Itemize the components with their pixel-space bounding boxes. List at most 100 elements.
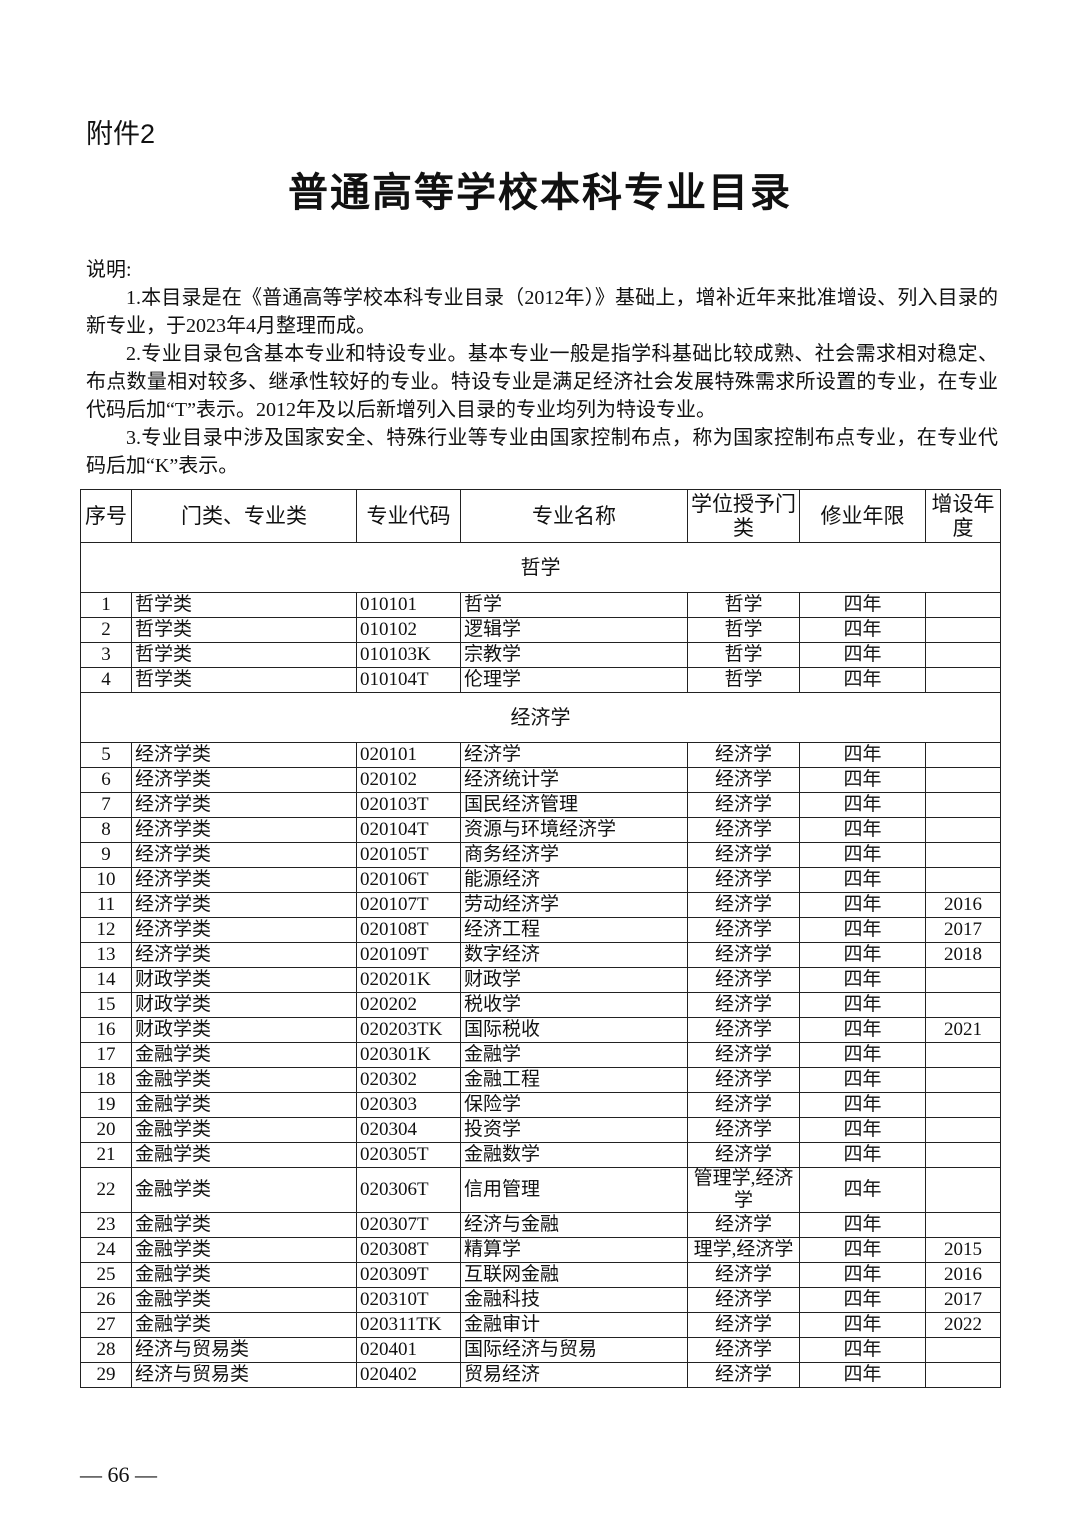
table-cell	[925, 817, 1001, 843]
table-row: 25 金融学类 020309T 互联网金融 经济学 四年 2016	[80, 1262, 1001, 1288]
table-cell: 经济学	[687, 1262, 800, 1288]
table-cell: 财政学	[460, 967, 688, 993]
table-cell: 哲学类	[131, 617, 357, 643]
table-cell: 16	[80, 1017, 132, 1043]
table-cell: 逻辑学	[460, 617, 688, 643]
table-cell: 经济与贸易类	[131, 1337, 357, 1363]
table-cell: 经济学	[687, 1042, 800, 1068]
table-cell: 020108T	[356, 917, 461, 943]
table-row: 26 金融学类 020310T 金融科技 经济学 四年 2017	[80, 1287, 1001, 1313]
table-cell: 哲学	[687, 592, 800, 618]
table-cell: 17	[80, 1042, 132, 1068]
table-cell: 2022	[925, 1312, 1001, 1338]
table-cell: 12	[80, 917, 132, 943]
table-cell: 020303	[356, 1092, 461, 1118]
table-cell: 010103K	[356, 642, 461, 668]
table-cell: 金融审计	[460, 1312, 688, 1338]
table-cell: 金融学类	[131, 1237, 357, 1263]
table-cell: 020203TK	[356, 1017, 461, 1043]
table-cell: 13	[80, 942, 132, 968]
table-cell: 020301K	[356, 1042, 461, 1068]
notes-label: 说明:	[86, 259, 132, 281]
table-cell	[925, 592, 1001, 618]
table-cell: 金融学类	[131, 1212, 357, 1238]
table-cell: 020304	[356, 1117, 461, 1143]
table-row: 1 哲学类 010101 哲学 哲学 四年	[80, 592, 1001, 618]
table-cell: 经济学	[687, 817, 800, 843]
table-cell: 四年	[799, 1262, 926, 1288]
table-cell: 8	[80, 817, 132, 843]
table-cell: 经济学	[687, 1287, 800, 1313]
notes: 说明: 1.本目录是在《普通高等学校本科专业目录（2012年）》基础上，增补近年…	[86, 256, 998, 480]
table-cell	[925, 1042, 1001, 1068]
table-cell: 25	[80, 1262, 132, 1288]
table-cell: 020101	[356, 742, 461, 768]
table-cell: 经济学	[687, 1067, 800, 1093]
table-cell: 经济学	[687, 967, 800, 993]
section-title: 哲学	[80, 542, 1001, 593]
table-cell: 经济学	[687, 742, 800, 768]
table-cell: 投资学	[460, 1117, 688, 1143]
table-row: 16 财政学类 020203TK 国际税收 经济学 四年 2021	[80, 1017, 1001, 1043]
section-row: 哲学	[80, 542, 1001, 593]
table-cell: 经济学类	[131, 942, 357, 968]
table-cell: 国民经济管理	[460, 792, 688, 818]
table-cell: 020109T	[356, 942, 461, 968]
table-cell: 020104T	[356, 817, 461, 843]
table-row: 17 金融学类 020301K 金融学 经济学 四年	[80, 1042, 1001, 1068]
table-row: 6 经济学类 020102 经济统计学 经济学 四年	[80, 767, 1001, 793]
table-cell: 1	[80, 592, 132, 618]
table-cell: 四年	[799, 667, 926, 693]
table-cell: 经济统计学	[460, 767, 688, 793]
table-cell: 28	[80, 1337, 132, 1363]
section-row: 经济学	[80, 692, 1001, 743]
table-cell: 金融工程	[460, 1067, 688, 1093]
table-cell: 四年	[799, 1167, 926, 1213]
table-cell: 四年	[799, 617, 926, 643]
table-cell: 2016	[925, 892, 1001, 918]
table-cell: 税收学	[460, 992, 688, 1018]
page-number: — 66 —	[80, 1462, 157, 1487]
table-row: 21 金融学类 020305T 金融数学 经济学 四年	[80, 1142, 1001, 1168]
header-cell: 门类、专业类	[131, 489, 357, 543]
table-cell: 7	[80, 792, 132, 818]
table-cell: 经济工程	[460, 917, 688, 943]
table-cell	[925, 1212, 1001, 1238]
table-cell: 四年	[799, 1212, 926, 1238]
table-row: 29 经济与贸易类 020402 贸易经济 经济学 四年	[80, 1362, 1001, 1388]
table-cell: 金融学类	[131, 1117, 357, 1143]
table-cell: 哲学	[687, 667, 800, 693]
table-row: 12 经济学类 020108T 经济工程 经济学 四年 2017	[80, 917, 1001, 943]
table-cell: 经济学类	[131, 817, 357, 843]
table-cell: 宗教学	[460, 642, 688, 668]
table-cell: 财政学类	[131, 1017, 357, 1043]
table-cell: 27	[80, 1312, 132, 1338]
table-cell: 经济学类	[131, 917, 357, 943]
table-cell: 四年	[799, 842, 926, 868]
table-cell: 四年	[799, 917, 926, 943]
table-cell: 020105T	[356, 842, 461, 868]
table-cell: 金融科技	[460, 1287, 688, 1313]
table-cell	[925, 1362, 1001, 1388]
table-cell: 020302	[356, 1067, 461, 1093]
header-cell: 修业年限	[799, 489, 926, 543]
table-cell: 财政学类	[131, 992, 357, 1018]
table-cell: 四年	[799, 1362, 926, 1388]
table-row: 4 哲学类 010104T 伦理学 哲学 四年	[80, 667, 1001, 693]
table-cell: 2	[80, 617, 132, 643]
table-cell: 四年	[799, 767, 926, 793]
table-cell	[925, 1167, 1001, 1213]
table-row: 3 哲学类 010103K 宗教学 哲学 四年	[80, 642, 1001, 668]
table-cell: 020311TK	[356, 1312, 461, 1338]
table-cell: 020306T	[356, 1167, 461, 1213]
table-cell: 经济学类	[131, 792, 357, 818]
table-cell: 经济学类	[131, 842, 357, 868]
table-cell: 14	[80, 967, 132, 993]
table-cell: 2018	[925, 942, 1001, 968]
table-row: 28 经济与贸易类 020401 国际经济与贸易 经济学 四年	[80, 1337, 1001, 1363]
table-cell: 2017	[925, 1287, 1001, 1313]
table-cell: 哲学类	[131, 642, 357, 668]
table-cell: 哲学类	[131, 667, 357, 693]
table-cell: 四年	[799, 592, 926, 618]
